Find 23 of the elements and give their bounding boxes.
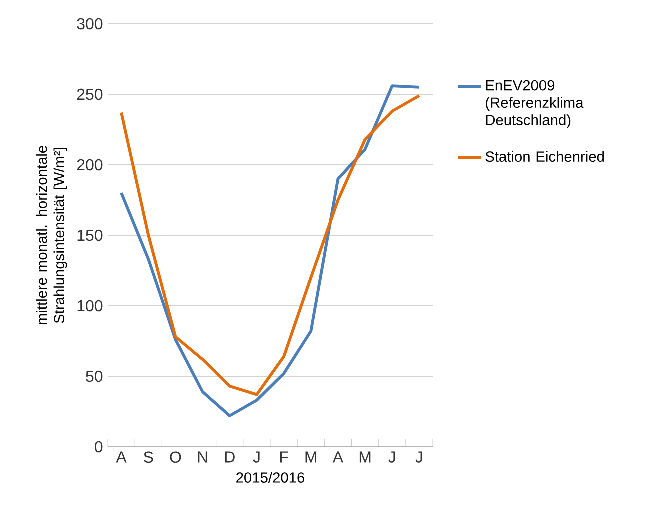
y-tick-label: 300 [77,18,103,30]
y-tick-label: 150 [78,230,103,242]
x-tick-label: J [253,452,260,463]
legend-label: EnEV2009 (Referenzklima Deutschland) [486,80,584,128]
x-tick-label: M [360,452,371,463]
x-tick-label: D [225,452,235,463]
y-tick-label: 0 [95,441,103,453]
y-tick-label: 250 [77,88,103,100]
y-tick-label: 100 [78,300,103,312]
x-tick-label: F [280,452,288,463]
x-tick-label: J [388,452,396,463]
y-axis-title: mittlere monatl. horizontale Strahlungsintensität [W/m²] [36,146,68,325]
x-tick-label: A [116,452,127,463]
x-tick-label: J [416,452,422,463]
y-tick-label: 200 [77,159,103,171]
legend-label: Station Eichenried [486,151,604,162]
y-tick-label: 50 [86,370,103,382]
x-tick-label: A [332,452,344,463]
x-tick-label: O [170,452,182,464]
x-tick-label: S [144,452,154,464]
x-tick-label: M [306,452,316,463]
x-axis-title: 2015/2016 [236,472,305,483]
x-tick-label: N [198,452,208,463]
